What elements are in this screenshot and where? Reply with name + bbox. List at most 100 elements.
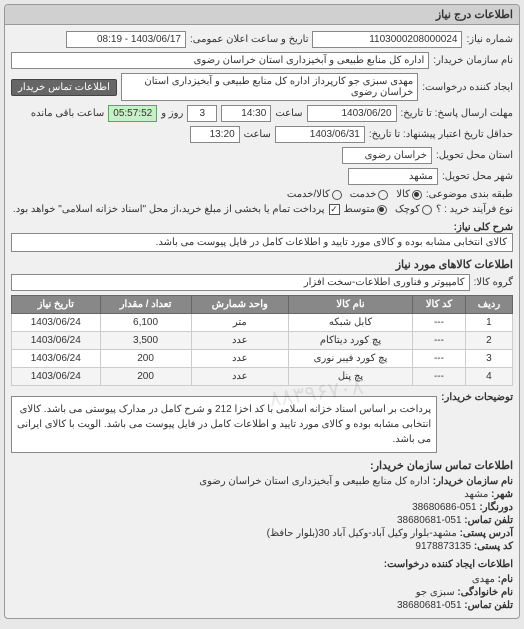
radio-icon [332,190,342,200]
radio-icon [377,205,387,215]
buyer-name-field: اداره کل منابع طبیعی و آبخیزداری استان خ… [11,52,429,69]
cls-radio-group: کالا خدمت کالا/خدمت [287,189,422,200]
cls-goods-label: کالا [396,189,410,200]
proc-medium-label: متوسط [344,204,375,215]
table-row: 4---پچ پنلعدد2001403/06/24 [12,368,513,386]
proc-note-label: پرداخت تمام یا بخشی از مبلغ خرید،از محل … [13,204,325,215]
deadline-reply-label: حداقل تاریخ اعتبار پیشنهاد: تا تاریخ: [369,129,513,140]
deadline-send-date-field: 1403/06/20 [307,105,397,122]
proc-radio-group: کوچک متوسط [344,204,432,215]
table-cell: پچ پنل [289,368,413,386]
table-cell: 1 [465,314,512,332]
table-cell: متر [191,314,289,332]
cls-both-radio[interactable]: کالا/خدمت [287,189,342,200]
table-cell: 1403/06/24 [12,350,101,368]
table-cell: --- [413,332,466,350]
creator-label: ایجاد کننده درخواست: [422,82,513,93]
contact-post-value: 9178873135 [415,541,471,552]
desc-field: کالای انتخابی مشابه بوده و کالای مورد تا… [11,233,513,252]
buyer-name-label: نام سازمان خریدار: [433,55,513,66]
city-field: مشهد [348,168,438,185]
creator-family-label: نام خانوادگی: [457,587,513,598]
proc-small-radio[interactable]: کوچک [395,204,432,215]
proc-note-checkbox[interactable] [329,204,340,215]
table-cell: 200 [100,350,191,368]
need-info-panel: اطلاعات درج نیاز شماره نیاز: 11030002080… [4,4,520,619]
cls-service-radio[interactable]: خدمت [350,189,389,200]
goods-table: ردیفکد کالانام کالاواحد شمارشتعداد / مقد… [11,295,513,386]
radio-icon [422,205,432,215]
panel-title: اطلاعات درج نیاز [5,5,519,25]
table-cell: عدد [191,350,289,368]
contact-fax-value: 051-38680686 [412,502,477,513]
table-cell: --- [413,350,466,368]
proc-medium-radio[interactable]: متوسط [344,204,387,215]
province-label: استان محل تحویل: [436,150,513,161]
cls-service-label: خدمت [350,189,377,200]
deadline-reply-time-field: 13:20 [190,126,240,143]
creator-field: مهدی سبزی جو کارپرداز اداره کل منابع طبی… [121,73,418,101]
table-cell: 3,500 [100,332,191,350]
contact-heading: اطلاعات تماس سازمان خریدار: [11,459,513,472]
proc-label: نوع فرآیند خرید : ؟ [436,204,513,215]
desc-label: شرح کلی نیاز: [454,222,513,233]
table-header: نام کالا [289,296,413,314]
deadline-send-label: مهلت ارسال پاسخ: تا تاریخ: [401,108,513,119]
time-label-1: ساعت [275,108,302,119]
contact-addr-value: مشهد-بلوار وکیل آباد-وکیل آباد 30(بلوار … [267,528,457,539]
table-header: کد کالا [413,296,466,314]
contact-org-label: نام سازمان خریدار: [433,476,513,487]
announce-label: تاریخ و ساعت اعلان عمومی: [190,34,309,45]
table-header: واحد شمارش [191,296,289,314]
table-cell: 4 [465,368,512,386]
city-label: شهر محل تحویل: [442,171,513,182]
table-cell: پچ کورد فیبر نوری [289,350,413,368]
contact-tel-value: 051-38680681 [397,515,462,526]
table-header: تعداد / مقدار [100,296,191,314]
remaining-field: 05:57:52 [108,105,157,122]
table-cell: کابل شبکه [289,314,413,332]
table-row: 1---کابل شبکهمتر6,1001403/06/24 [12,314,513,332]
request-number-label: شماره نیاز: [466,34,513,45]
contact-post-label: کد پستی: [474,541,513,552]
goods-group-label: گروه کالا: [474,277,513,288]
province-field: خراسان رضوی [342,147,432,164]
table-cell: 2 [465,332,512,350]
table-cell: --- [413,368,466,386]
table-cell: 3 [465,350,512,368]
cls-label: طبقه بندی موضوعی: [426,189,513,200]
announce-field: 1403/06/17 - 08:19 [66,31,186,48]
table-row: 2---پچ کورد دیتاکامعدد3,5001403/06/24 [12,332,513,350]
proc-small-label: کوچک [395,204,420,215]
table-cell: 200 [100,368,191,386]
buyer-desc-label: توضیحات خریدار: [441,392,513,403]
radio-icon [378,190,388,200]
goods-group-field: کامپیوتر و فناوری اطلاعات-سخت افزار [11,274,470,291]
table-cell: 1403/06/24 [12,332,101,350]
table-header: تاریخ نیاز [12,296,101,314]
buyer-contact-button[interactable]: اطلاعات تماس خریدار [11,79,117,96]
panel-body: شماره نیاز: 1103000208000024 تاریخ و ساع… [5,25,519,618]
table-cell: 6,100 [100,314,191,332]
contact-fax-label: دورنگار: [479,502,513,513]
table-header: ردیف [465,296,512,314]
table-cell: عدد [191,332,289,350]
contact-addr-label: آدرس پستی: [460,528,513,539]
days-label: روز و [161,108,183,119]
table-cell: عدد [191,368,289,386]
days-value-field: 3 [187,105,217,122]
contact-city-value: مشهد [464,489,488,500]
creator-tel-label: تلفن تماس: [464,600,513,611]
radio-icon [412,190,422,200]
contact-org-value: اداره کل منابع طبیعی و آبخیزداری استان خ… [199,476,430,487]
cls-goods-radio[interactable]: کالا [396,189,422,200]
deadline-send-time-field: 14:30 [221,105,271,122]
table-row: 3---پچ کورد فیبر نوریعدد2001403/06/24 [12,350,513,368]
creator-tel-value: 051-38680681 [397,600,462,611]
creator-family-value: سبزی جو [416,587,455,598]
contact-city-label: شهر: [491,489,513,500]
remaining-label: ساعت باقی مانده [31,108,104,119]
buyer-desc-field: پرداخت بر اساس اسناد خزانه اسلامی با کد … [11,396,437,453]
goods-heading: اطلاعات کالاهای مورد نیاز [11,258,513,271]
time-label-2: ساعت [244,129,271,140]
